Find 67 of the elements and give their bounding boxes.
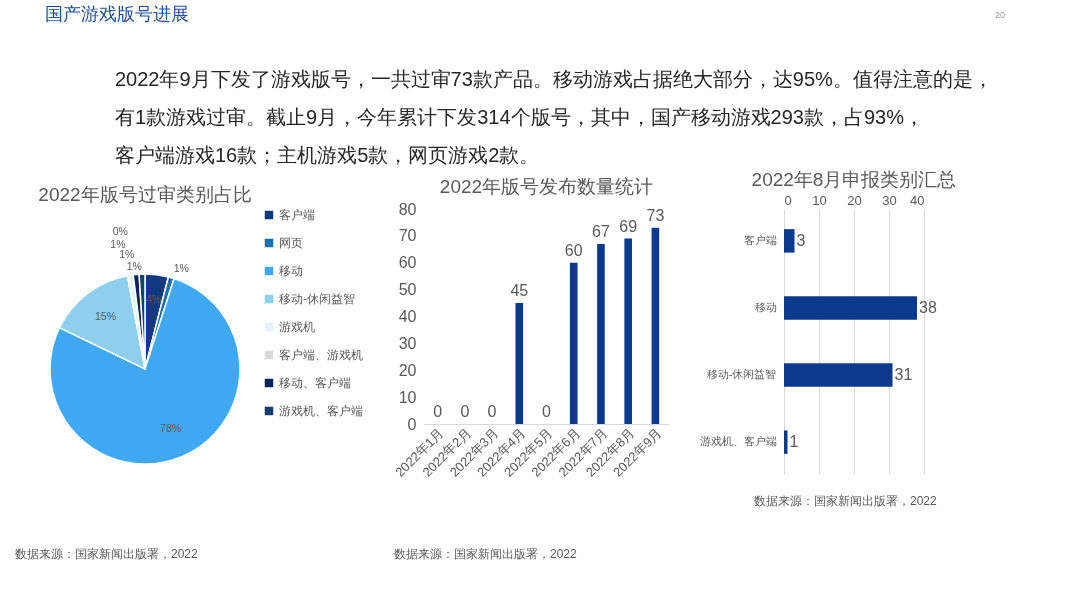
data-label: 67 bbox=[592, 222, 610, 240]
bar bbox=[597, 243, 605, 424]
y-tick-label: 60 bbox=[398, 254, 417, 272]
data-label: 31 bbox=[894, 366, 913, 384]
x-tick-label: 30 bbox=[882, 192, 897, 208]
source-note: 数据来源：国家新闻出版署，2022 bbox=[394, 547, 578, 561]
legend-label: 客户端、游戏机 bbox=[279, 348, 363, 362]
y-tick-label: 40 bbox=[398, 308, 417, 325]
text: 国产游戏版号进展 bbox=[45, 4, 189, 24]
data-label: 1% bbox=[126, 260, 142, 273]
x-tick-label: 10 bbox=[812, 192, 827, 208]
y-tick-label: 70 bbox=[398, 227, 417, 245]
bar bbox=[624, 238, 632, 424]
legend-label: 客户端 bbox=[279, 208, 315, 222]
legend-label: 游戏机 bbox=[279, 320, 315, 334]
legend-label: 网页 bbox=[279, 236, 303, 250]
data-label: 1% bbox=[119, 248, 135, 261]
chart-title: 2022年版号过审类别占比 bbox=[38, 184, 252, 205]
data-label: 3 bbox=[796, 231, 806, 249]
bar bbox=[784, 296, 917, 320]
bar bbox=[651, 227, 660, 424]
chart-title: 2022年8月申报类别汇总 bbox=[751, 169, 957, 190]
bar bbox=[784, 229, 795, 253]
text: 有1款游戏过审。截止9月，今年累计下发314个版号，其中，国产移动游戏293款，占93%， bbox=[115, 106, 925, 128]
x-tick-label: 40 bbox=[910, 192, 925, 208]
y-tick-label: 30 bbox=[398, 334, 417, 352]
y-tick-label: 移动-休闲益智 bbox=[706, 368, 777, 381]
bar bbox=[784, 430, 788, 454]
bar bbox=[784, 363, 893, 387]
y-tick-label: 客户端 bbox=[743, 233, 777, 246]
text: 20 bbox=[994, 10, 1005, 20]
text: 0% bbox=[112, 225, 128, 238]
data-label: 45 bbox=[510, 282, 529, 300]
y-tick-label: 80 bbox=[398, 200, 417, 218]
legend-label: 移动-休闲益智 bbox=[279, 292, 355, 306]
legend-label: 移动、客户端 bbox=[279, 376, 351, 390]
data-label: 15% bbox=[94, 310, 117, 323]
y-tick-label: 游戏机、客户端 bbox=[699, 435, 777, 448]
data-label: 0 bbox=[542, 403, 552, 420]
y-tick-label: 移动 bbox=[754, 300, 777, 313]
data-label: 1% bbox=[173, 262, 189, 275]
text: 2022年9月下发了游戏版号，一共过审73款产品。移动游戏占据绝大部分，达95%。值得注意的是， bbox=[115, 68, 993, 90]
data-label: 38 bbox=[919, 298, 937, 316]
source-note: 数据来源：国家新闻出版署，2022 bbox=[754, 494, 938, 508]
data-label: 0 bbox=[487, 403, 497, 420]
legend-label: 移动 bbox=[279, 264, 303, 278]
data-label: 1% bbox=[110, 237, 126, 250]
y-tick-label: 20 bbox=[398, 361, 417, 379]
data-label: 1 bbox=[789, 433, 799, 451]
y-tick-label: 50 bbox=[398, 281, 417, 299]
data-label: 60 bbox=[564, 241, 583, 259]
pie-slice bbox=[49, 277, 241, 465]
data-label: 78% bbox=[160, 421, 182, 434]
data-label: 69 bbox=[619, 217, 638, 235]
data-label: 0 bbox=[433, 403, 443, 420]
x-tick-label: 0 bbox=[784, 192, 792, 208]
data-label: 73 bbox=[646, 206, 665, 224]
chart-title: 2022年版号发布数量统计 bbox=[439, 176, 654, 197]
data-label: 4% bbox=[146, 292, 162, 305]
bar bbox=[569, 262, 578, 424]
legend-label: 游戏机、客户端 bbox=[279, 404, 363, 418]
bar bbox=[515, 303, 524, 424]
text: 客户端游戏16款；主机游戏5款，网页游戏2款。 bbox=[115, 144, 540, 166]
source-note: 数据来源：国家新闻出版署，2022 bbox=[15, 547, 199, 561]
y-tick-label: 10 bbox=[398, 388, 417, 406]
data-label: 0 bbox=[460, 403, 470, 420]
x-tick-label: 20 bbox=[847, 192, 862, 208]
